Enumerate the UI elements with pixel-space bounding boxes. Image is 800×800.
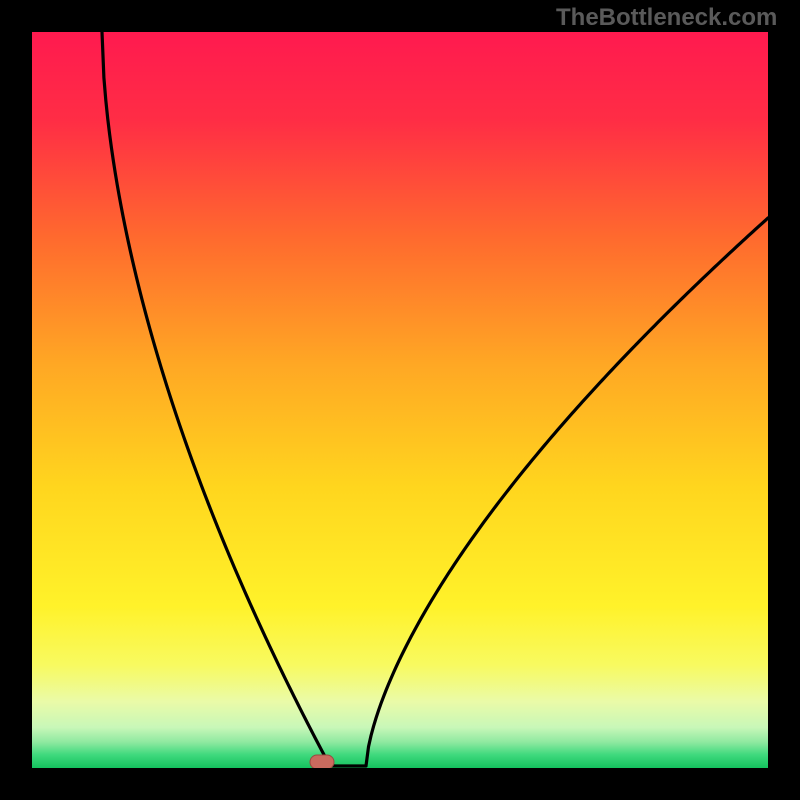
watermark-text: TheBottleneck.com: [556, 4, 777, 32]
optimum-marker: [310, 755, 334, 768]
chart-svg: [32, 32, 768, 768]
chart-frame: [0, 0, 800, 800]
